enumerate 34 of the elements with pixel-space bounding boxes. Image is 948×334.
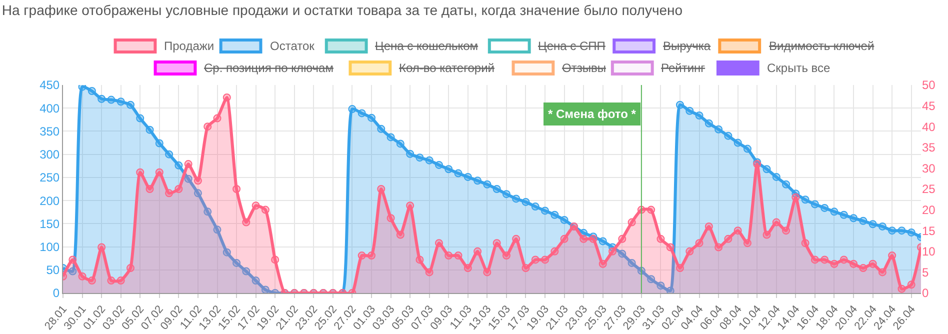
text: Ср. позиция по ключам: [204, 61, 334, 75]
text: Цена с СПП: [538, 39, 606, 53]
y-tick-label: 350: [40, 124, 60, 138]
text: Отзывы: [562, 61, 606, 75]
legend-label: Продажи: [164, 39, 214, 53]
y2-tick-label: 40: [922, 120, 936, 134]
text: Рейтинг: [661, 61, 706, 75]
y2-tick-label: 50: [922, 78, 936, 92]
ref-line-label: * Смена фото *: [548, 107, 636, 121]
y-tick-label: 300: [40, 148, 60, 162]
y2-tick-label: 5: [922, 265, 929, 280]
y2-tick-label: 10: [922, 244, 936, 259]
y-tick-label: 50: [46, 263, 60, 278]
y2-tick-label: 20: [922, 203, 936, 217]
y-tick-label: 200: [40, 194, 60, 208]
y-tick-label: 100: [40, 240, 60, 254]
y-tick-label: 0: [52, 286, 60, 300]
legend-label: Остаток: [270, 39, 316, 53]
y2-tick-label: 45: [922, 99, 936, 113]
y2-tick-label: 15: [922, 224, 936, 238]
text: Видимость ключей: [769, 39, 874, 53]
y2-tick-label: 0: [922, 286, 929, 300]
y2-tick-label: 25: [922, 182, 936, 196]
y-tick-label: 250: [40, 170, 60, 185]
chart-title: На графике отображены условные продажи и остатки товара за те даты, когда значение было получено: [2, 2, 683, 18]
text: Выручка: [663, 39, 711, 53]
text: Скрыть все: [767, 61, 831, 75]
y-tick-label: 450: [40, 78, 60, 92]
y2-tick-label: 35: [922, 140, 936, 155]
y2-tick-label: 30: [922, 161, 936, 176]
text: Цена с кошельком: [375, 39, 478, 53]
text: Кол-во категорий: [399, 61, 494, 75]
y-tick-label: 400: [40, 101, 60, 116]
y-tick-label: 150: [40, 216, 60, 231]
